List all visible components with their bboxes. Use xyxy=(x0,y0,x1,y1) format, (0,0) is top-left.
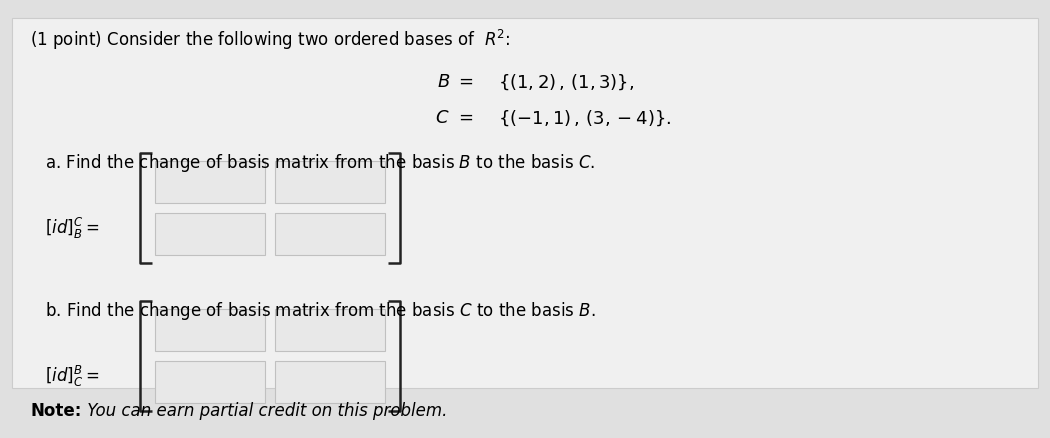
Bar xyxy=(155,309,265,351)
Bar xyxy=(275,161,385,203)
Text: $[id]_C^B =$: $[id]_C^B =$ xyxy=(45,364,100,389)
Bar xyxy=(275,361,385,403)
Text: =: = xyxy=(458,73,472,91)
Text: =: = xyxy=(458,109,472,127)
Bar xyxy=(275,213,385,255)
Bar xyxy=(155,213,265,255)
Bar xyxy=(12,18,1038,388)
Text: $\{(1,2)\,,\,(1,3)\},$: $\{(1,2)\,,\,(1,3)\},$ xyxy=(498,72,634,92)
Bar xyxy=(275,309,385,351)
Text: b. Find the change of basis matrix from the basis $C$ to the basis $B$.: b. Find the change of basis matrix from … xyxy=(45,300,595,322)
Text: Note:: Note: xyxy=(30,402,82,420)
Text: $\{(-1,1)\,,\,(3,-4)\}.$: $\{(-1,1)\,,\,(3,-4)\}.$ xyxy=(498,108,671,128)
Bar xyxy=(155,361,265,403)
Text: You can earn partial credit on this problem.: You can earn partial credit on this prob… xyxy=(82,402,447,420)
Text: $[id]_B^C =$: $[id]_B^C =$ xyxy=(45,215,100,240)
Bar xyxy=(155,161,265,203)
Text: $B$: $B$ xyxy=(437,73,450,91)
Text: (1 point) Consider the following two ordered bases of  $R^2$:: (1 point) Consider the following two ord… xyxy=(30,28,510,52)
Text: $C$: $C$ xyxy=(436,109,450,127)
Text: a. Find the change of basis matrix from the basis $B$ to the basis $C$.: a. Find the change of basis matrix from … xyxy=(45,152,595,174)
